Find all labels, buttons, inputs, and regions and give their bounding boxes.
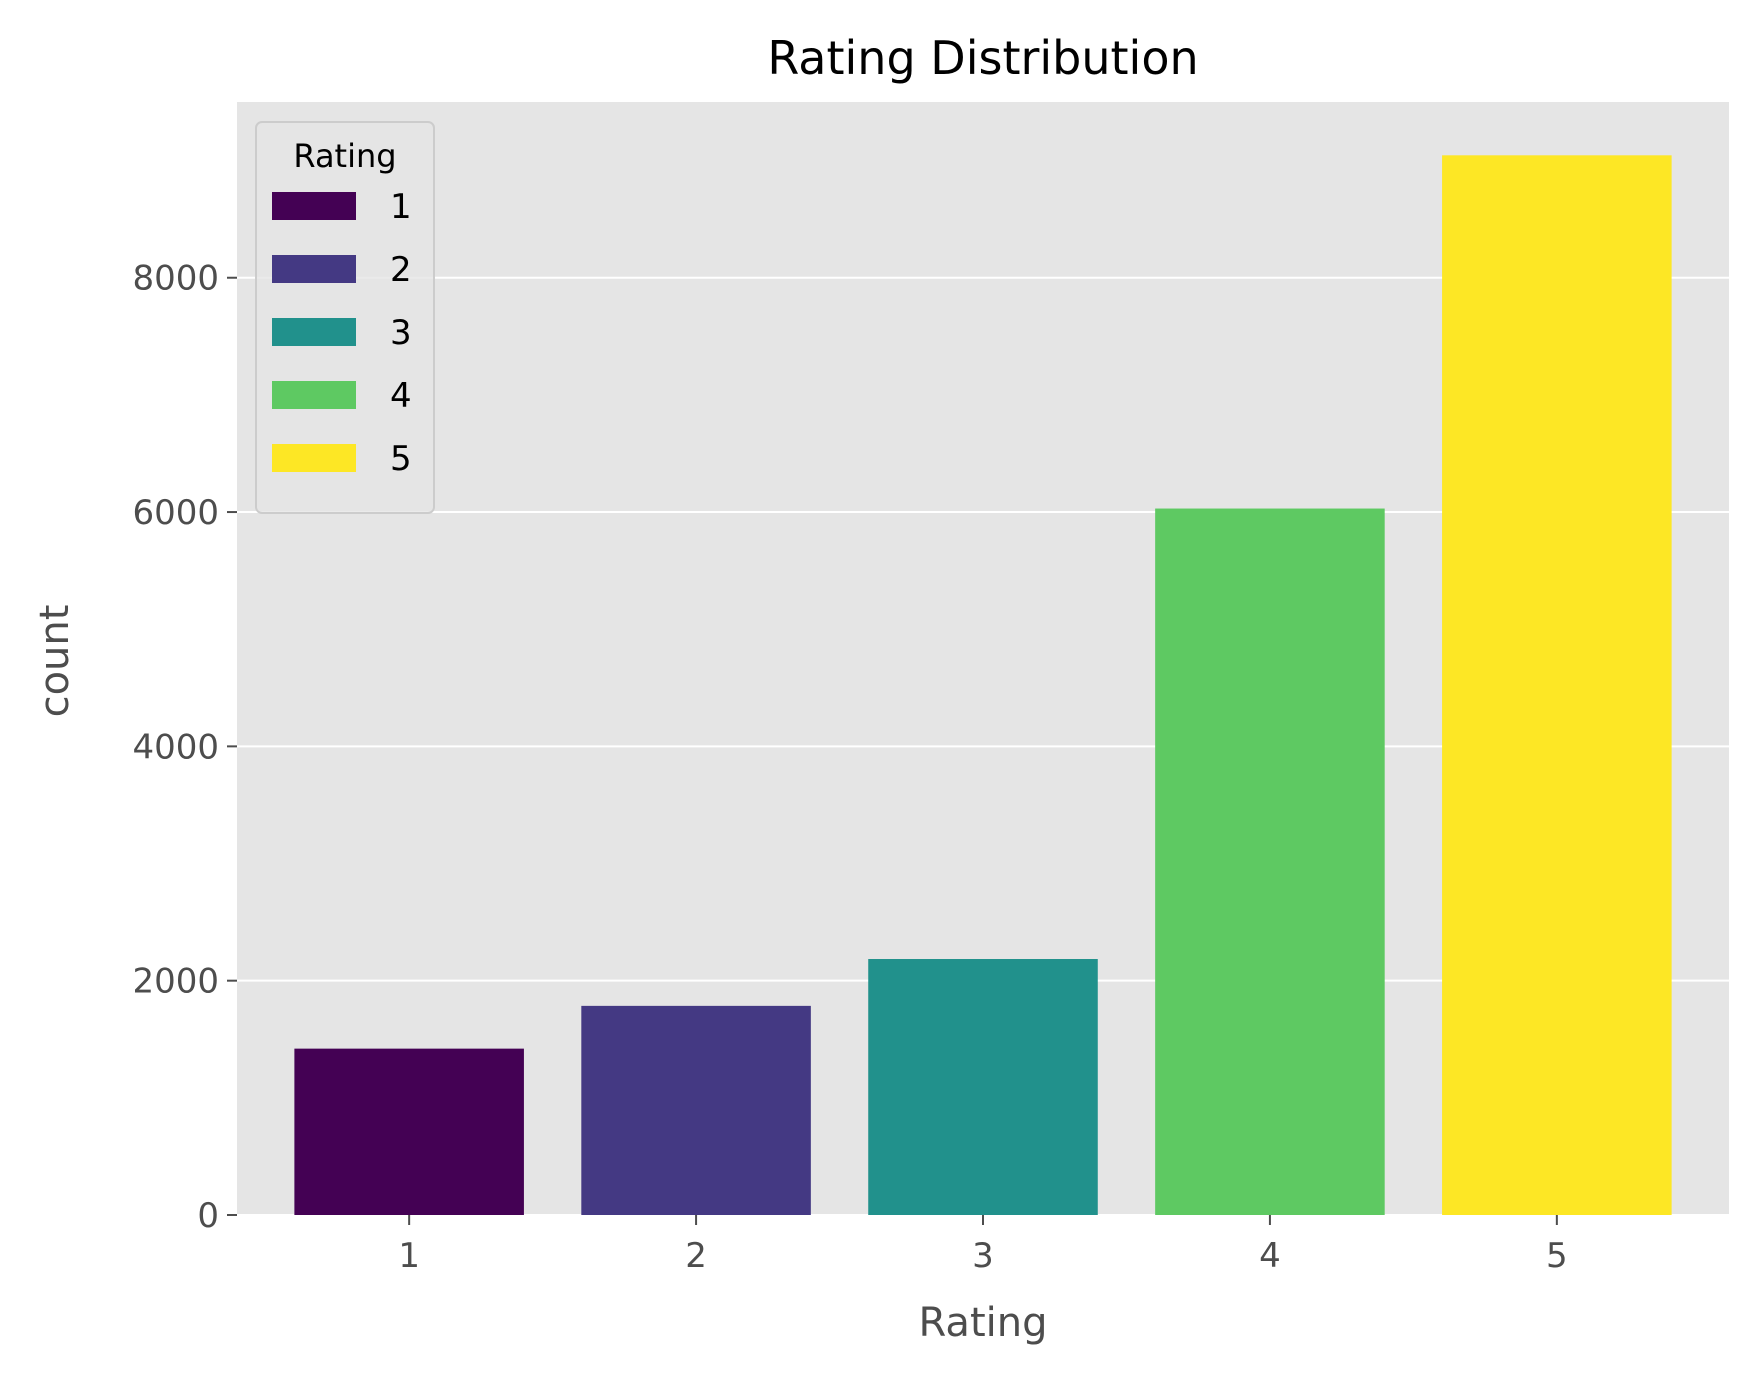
bar-rating-2 [581,1005,811,1215]
x-tick-label: 5 [1546,1236,1568,1276]
y-tick-label: 4000 [132,727,219,767]
legend-swatch-2 [272,255,356,283]
legend-label: 3 [390,313,412,353]
bar-rating-1 [294,1048,524,1215]
x-tick-label: 4 [1259,1236,1281,1276]
y-tick-label: 6000 [132,493,219,533]
legend-label: 4 [390,376,412,416]
legend-label: 5 [390,439,412,479]
y-tick-label: 8000 [132,259,219,299]
legend-title: Rating [293,137,396,175]
legend: Rating 1 2 3 4 5 [255,121,435,514]
x-axis-label: Rating [919,1300,1048,1346]
bar-rating-5 [1442,155,1672,1215]
chart-title: Rating Distribution [767,31,1198,85]
x-tick-label: 1 [398,1236,420,1276]
y-axis-label: count [32,605,78,718]
y-tick-label: 2000 [132,962,219,1002]
y-tick-label: 0 [197,1196,219,1236]
legend-swatch-3 [272,318,356,346]
legend-swatch-5 [272,444,356,472]
legend-label: 2 [390,250,412,290]
legend-entries: 1 2 3 4 5 [272,187,412,479]
legend-swatch-4 [272,381,356,409]
x-tick-label: 3 [972,1236,994,1276]
bar-rating-4 [1155,508,1385,1215]
legend-swatch-1 [272,192,356,220]
y-axis: 0 2000 4000 6000 8000 [132,259,237,1236]
x-axis: 1 2 3 4 5 [398,1215,1568,1276]
bars [294,155,1672,1215]
x-tick-label: 2 [685,1236,707,1276]
bar-rating-3 [868,959,1098,1215]
legend-label: 1 [390,187,412,227]
